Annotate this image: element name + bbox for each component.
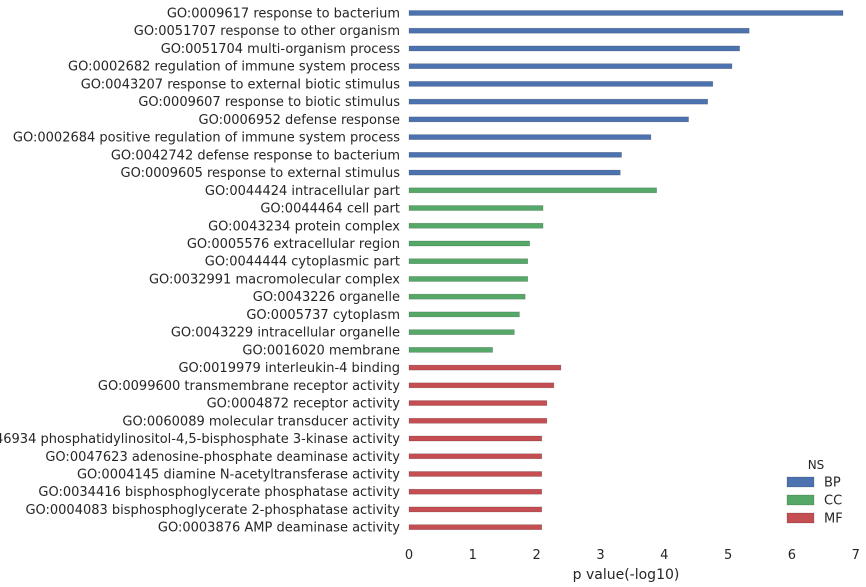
bar-cc: [408, 276, 529, 282]
x-tick-label: 2: [533, 548, 541, 563]
category-label: GO:0016020 membrane: [242, 343, 400, 358]
bar-mf: [408, 417, 548, 424]
x-tick-label: 7: [852, 548, 860, 563]
bar-cc: [408, 205, 544, 211]
bar-mf: [408, 524, 543, 530]
bar-mf: [408, 471, 543, 477]
category-label: GO:0044424 intracellular part: [205, 184, 400, 199]
bar-bp: [408, 81, 714, 87]
category-label: GO:0046934 phosphatidylinositol-4,5-bisp…: [0, 432, 400, 447]
category-label: GO:0009607 response to biotic stimulus: [138, 95, 400, 110]
legend-label-cc: CC: [824, 494, 842, 509]
category-label: GO:0003876 AMP deaminase activity: [158, 521, 400, 536]
legend-swatch-bp: [786, 476, 815, 488]
legend-swatch-cc: [786, 494, 815, 506]
x-axis-title: p value(-log10): [573, 567, 680, 583]
bar-mf: [408, 453, 543, 460]
category-label: GO:0042742 defense response to bacterium: [111, 148, 400, 163]
x-tick-label: 1: [469, 548, 477, 563]
bar-cc: [408, 222, 544, 229]
bar-mf: [408, 435, 543, 442]
bar-cc: [408, 293, 526, 300]
category-label: GO:0051704 multi-organism process: [161, 42, 401, 57]
bar-mf: [408, 488, 543, 495]
x-tick-label: 6: [788, 548, 796, 563]
category-label: GO:0002684 positive regulation of immune…: [13, 131, 400, 146]
bar-bp: [408, 10, 844, 16]
bar-bp: [408, 134, 652, 140]
category-label: GO:0044464 cell part: [260, 202, 400, 217]
legend: NS BP CC MF: [786, 458, 843, 527]
category-label: GO:0043234 protein complex: [208, 219, 400, 234]
bar-bp: [408, 45, 740, 52]
legend-swatch-mf: [786, 512, 815, 524]
category-label: GO:0043207 response to external biotic s…: [81, 77, 401, 92]
bar-mf: [408, 382, 555, 389]
legend-entries: BP CC MF: [786, 476, 843, 527]
bar-bp: [408, 169, 621, 176]
legend-label-mf: MF: [824, 512, 843, 527]
category-label: GO:0047623 adenosine-phosphate deaminase…: [45, 450, 400, 465]
bar-bp: [408, 98, 708, 105]
bar-cc: [408, 187, 657, 194]
x-tick-label: 3: [596, 548, 604, 563]
x-tick-label: 4: [660, 548, 668, 563]
bar-bp: [408, 63, 733, 69]
bar-bp: [408, 27, 750, 34]
category-labels-group: GO:0009617 response to bacterium GO:00517…: [0, 7, 400, 536]
legend-title: NS: [808, 458, 825, 472]
bar-cc: [408, 329, 515, 335]
x-axis-ticks-group: 0 1 2 3 4 5 6 7: [405, 548, 860, 563]
bar-cc: [408, 240, 530, 247]
legend-label-bp: BP: [824, 476, 841, 491]
category-label: GO:0009617 response to bacterium: [167, 7, 400, 22]
category-label: GO:0005737 cytoplasm: [246, 308, 400, 323]
category-label: GO:0004083 bisphosphoglycerate 2-phospha…: [25, 503, 400, 518]
bar-cc: [408, 311, 520, 318]
category-label: GO:0099600 transmembrane receptor activi…: [98, 379, 400, 394]
bar-mf: [408, 400, 548, 406]
category-label: GO:0002682 regulation of immune system p…: [68, 60, 400, 75]
category-label: GO:0004145 diamine N-acetyltransferase a…: [77, 467, 400, 482]
bars-group: [408, 10, 844, 530]
category-label: GO:0043226 organelle: [253, 290, 400, 305]
x-tick-label: 5: [724, 548, 732, 563]
category-label: GO:0019979 interleukin-4 binding: [178, 361, 400, 376]
category-label: GO:0005576 extracellular region: [187, 237, 400, 252]
category-label: GO:0004872 receptor activity: [207, 397, 401, 412]
category-label: GO:0051707 response to other organism: [134, 24, 400, 39]
category-label: GO:0032991 macromolecular complex: [149, 272, 400, 287]
bar-bp: [408, 116, 689, 123]
x-tick-label: 0: [405, 548, 413, 563]
category-label: GO:0006952 defense response: [199, 113, 401, 128]
bar-bp: [408, 152, 622, 158]
bar-mf: [408, 364, 562, 371]
bar-mf: [408, 506, 543, 513]
category-label: GO:0034416 bisphosphoglycerate phosphata…: [38, 485, 400, 500]
category-label: GO:0009605 response to external stimulus: [121, 166, 401, 181]
category-label: GO:0043229 intracellular organelle: [171, 326, 400, 341]
bar-cc: [408, 258, 529, 265]
bar-cc: [408, 347, 493, 353]
category-label: GO:0044444 cytoplasmic part: [205, 255, 400, 270]
category-label: GO:0060089 molecular transducer activity: [122, 414, 400, 429]
